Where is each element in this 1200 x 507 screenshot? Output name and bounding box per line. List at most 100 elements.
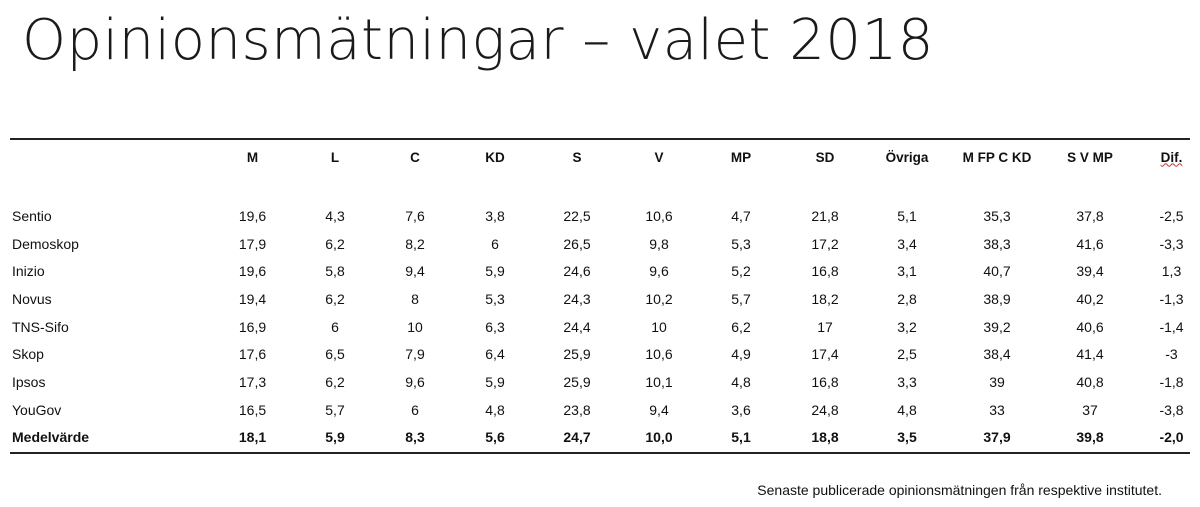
- table-cell: 19,6: [238, 207, 267, 224]
- table-row: Skop 17,6 6,5 7,9 6,4 25,9 10,6 4,9 17,4 2,5 38,4 4…: [10, 340, 1200, 368]
- header-cell: L: [330, 149, 340, 165]
- table-cell: -1,4: [1159, 318, 1184, 335]
- table-cell: 24,3: [563, 290, 591, 307]
- table-cell: 19,4: [238, 290, 267, 307]
- table-cell: 6: [411, 401, 419, 418]
- table-row: Demoskop 17,9 6,2 8,2 6 26,5 9,8 5,3 17,2 3,4 38,3…: [10, 230, 1200, 258]
- table-cell: 6,3: [485, 318, 505, 335]
- header-cell: S V MP: [1067, 149, 1113, 165]
- table-row: Inizio 19,6 5,8 9,4 5,9 24,6 9,6 5,2 16,8 3,1 40,7…: [10, 257, 1200, 285]
- table-cell: 5,7: [325, 401, 345, 418]
- table-cell: 10,2: [645, 290, 673, 307]
- table-cell: 8,2: [405, 235, 425, 252]
- table-cell: 2,5: [897, 346, 917, 363]
- table-cell: 16,5: [238, 401, 267, 418]
- table-cell: 16,9: [238, 318, 267, 335]
- table-cell: 5,3: [731, 235, 751, 252]
- table-cell: 37: [1082, 401, 1098, 418]
- table-cell: 3,1: [897, 263, 917, 280]
- header-cell: Övriga: [885, 149, 929, 165]
- table-body: Sentio 19,6 4,3 7,6 3,8 22,5 10,6 4,7 21,8 5,1 35,…: [10, 172, 1200, 451]
- table-cell: 5,9: [485, 263, 505, 280]
- table-row: Ipsos 17,3 6,2 9,6 5,9 25,9 10,1 4,8 16,8 3,3 39 40…: [10, 368, 1200, 396]
- table-cell: 24,6: [563, 263, 591, 280]
- table-cell: 6: [331, 318, 339, 335]
- table-cell: 3,3: [897, 373, 917, 390]
- table-header-row: M L C KD S V MP SD Övriga M FP C KD S V MP Dif.: [10, 142, 1200, 172]
- header-institute: [10, 142, 210, 172]
- table-cell: 4,9: [731, 346, 751, 363]
- table-row: Novus 19,4 6,2 8 5,3 24,3 10,2 5,7 18,2 2,8 38,9 40…: [10, 285, 1200, 313]
- average-cell: 8,3: [405, 429, 425, 446]
- table-cell: 24,4: [563, 318, 591, 335]
- table-cell: 5,2: [731, 263, 751, 280]
- table-cell: 7,6: [405, 207, 425, 224]
- table-row: TNS-Sifo 16,9 6 10 6,3 24,4 10 6,2 17 3,2 39,2 40,6…: [10, 313, 1200, 341]
- average-cell: 10,0: [645, 429, 673, 446]
- table-cell: 40,2: [1076, 290, 1104, 307]
- table-cell: -1,3: [1159, 290, 1184, 307]
- table-cell: 6,2: [325, 235, 345, 252]
- table-cell: 6,2: [731, 318, 751, 335]
- table-cell: 23,8: [563, 401, 591, 418]
- table-cell: 4,7: [731, 207, 751, 224]
- institute-name: Skop: [12, 346, 44, 363]
- table-cell: 4,8: [485, 401, 505, 418]
- header-cell: S: [572, 149, 582, 165]
- average-cell: 39,8: [1076, 429, 1104, 446]
- institute-name: TNS-Sifo: [12, 318, 69, 335]
- average-cell: 5,9: [325, 429, 345, 446]
- header-cell: M FP C KD: [962, 149, 1032, 165]
- table-cell: 37,8: [1076, 207, 1104, 224]
- table-cell: 35,3: [983, 207, 1011, 224]
- table-cell: 4,8: [897, 401, 917, 418]
- table-cell: 10,6: [645, 346, 673, 363]
- table-row: YouGov 16,5 5,7 6 4,8 23,8 9,4 3,6 24,8 4,8 33 37 -3…: [10, 396, 1200, 424]
- institute-name: Ipsos: [12, 373, 46, 390]
- page-title: Opinionsmätningar – valet 2018: [22, 8, 934, 73]
- header-cell: C: [410, 149, 420, 165]
- table-cell: 6,4: [485, 346, 505, 363]
- table-cell: 6: [491, 235, 499, 252]
- average-row: Medelvärde 18,1 5,9 8,3 5,6 24,7 10,0 5,1 18,8 3,…: [10, 424, 1200, 452]
- table-cell: 41,6: [1076, 235, 1104, 252]
- header-cell: SD: [815, 149, 835, 165]
- header-cell: MP: [730, 149, 752, 165]
- average-cell: 5,1: [731, 429, 751, 446]
- table-cell: 17,3: [238, 373, 267, 390]
- average-cell: 18,8: [811, 429, 839, 446]
- average-cell: -2,0: [1159, 429, 1184, 446]
- table-cell: 40,7: [983, 263, 1011, 280]
- table-cell: 2,8: [897, 290, 917, 307]
- table-bottom-rule: [10, 452, 1190, 454]
- table-cell: 38,4: [983, 346, 1011, 363]
- table-cell: 3,2: [897, 318, 917, 335]
- table-cell: 41,4: [1076, 346, 1104, 363]
- table-cell: 5,1: [897, 207, 917, 224]
- table-cell: 22,5: [563, 207, 591, 224]
- table-cell: 9,6: [649, 263, 669, 280]
- header-cell: Dif.: [1160, 149, 1183, 165]
- table-cell: 38,3: [983, 235, 1011, 252]
- table-cell: 9,4: [405, 263, 425, 280]
- table-cell: 5,9: [485, 373, 505, 390]
- table-cell: 6,5: [325, 346, 345, 363]
- table-cell: 19,6: [238, 263, 267, 280]
- table-cell: 33: [989, 401, 1005, 418]
- table-cell: 17: [817, 318, 833, 335]
- table-cell: 3,6: [731, 401, 751, 418]
- table-cell: 25,9: [563, 373, 591, 390]
- table-cell: 10: [407, 318, 423, 335]
- table-cell: 8: [411, 290, 419, 307]
- table-top-rule: [10, 138, 1190, 140]
- average-cell: 18,1: [238, 429, 267, 446]
- institute-name: Novus: [12, 290, 52, 307]
- table-cell: 39,2: [983, 318, 1011, 335]
- table-cell: 21,8: [811, 207, 839, 224]
- table-cell: 3,8: [485, 207, 505, 224]
- table-cell: 17,4: [811, 346, 839, 363]
- table-cell: -2,5: [1159, 207, 1184, 224]
- header-cell: M: [246, 149, 259, 165]
- average-cell: 3,5: [897, 429, 917, 446]
- institute-name: Inizio: [12, 263, 45, 280]
